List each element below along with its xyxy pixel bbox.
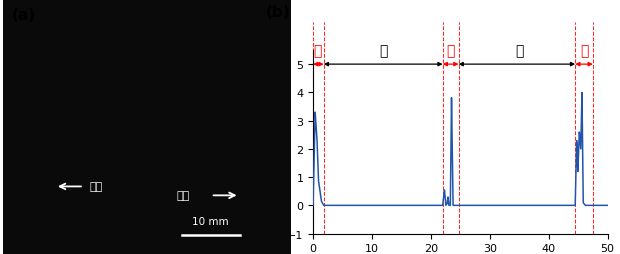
Text: 入口: 入口 <box>176 190 189 201</box>
Text: 出口: 出口 <box>89 182 103 192</box>
Text: (a): (a) <box>12 8 36 23</box>
Text: 閉: 閉 <box>379 44 388 58</box>
Text: 開: 開 <box>580 44 588 58</box>
Text: 10 mm: 10 mm <box>192 216 229 226</box>
Text: 開: 開 <box>314 44 322 58</box>
Text: (b): (b) <box>266 5 291 20</box>
Text: 開: 開 <box>446 44 454 58</box>
Text: 閉: 閉 <box>515 44 523 58</box>
